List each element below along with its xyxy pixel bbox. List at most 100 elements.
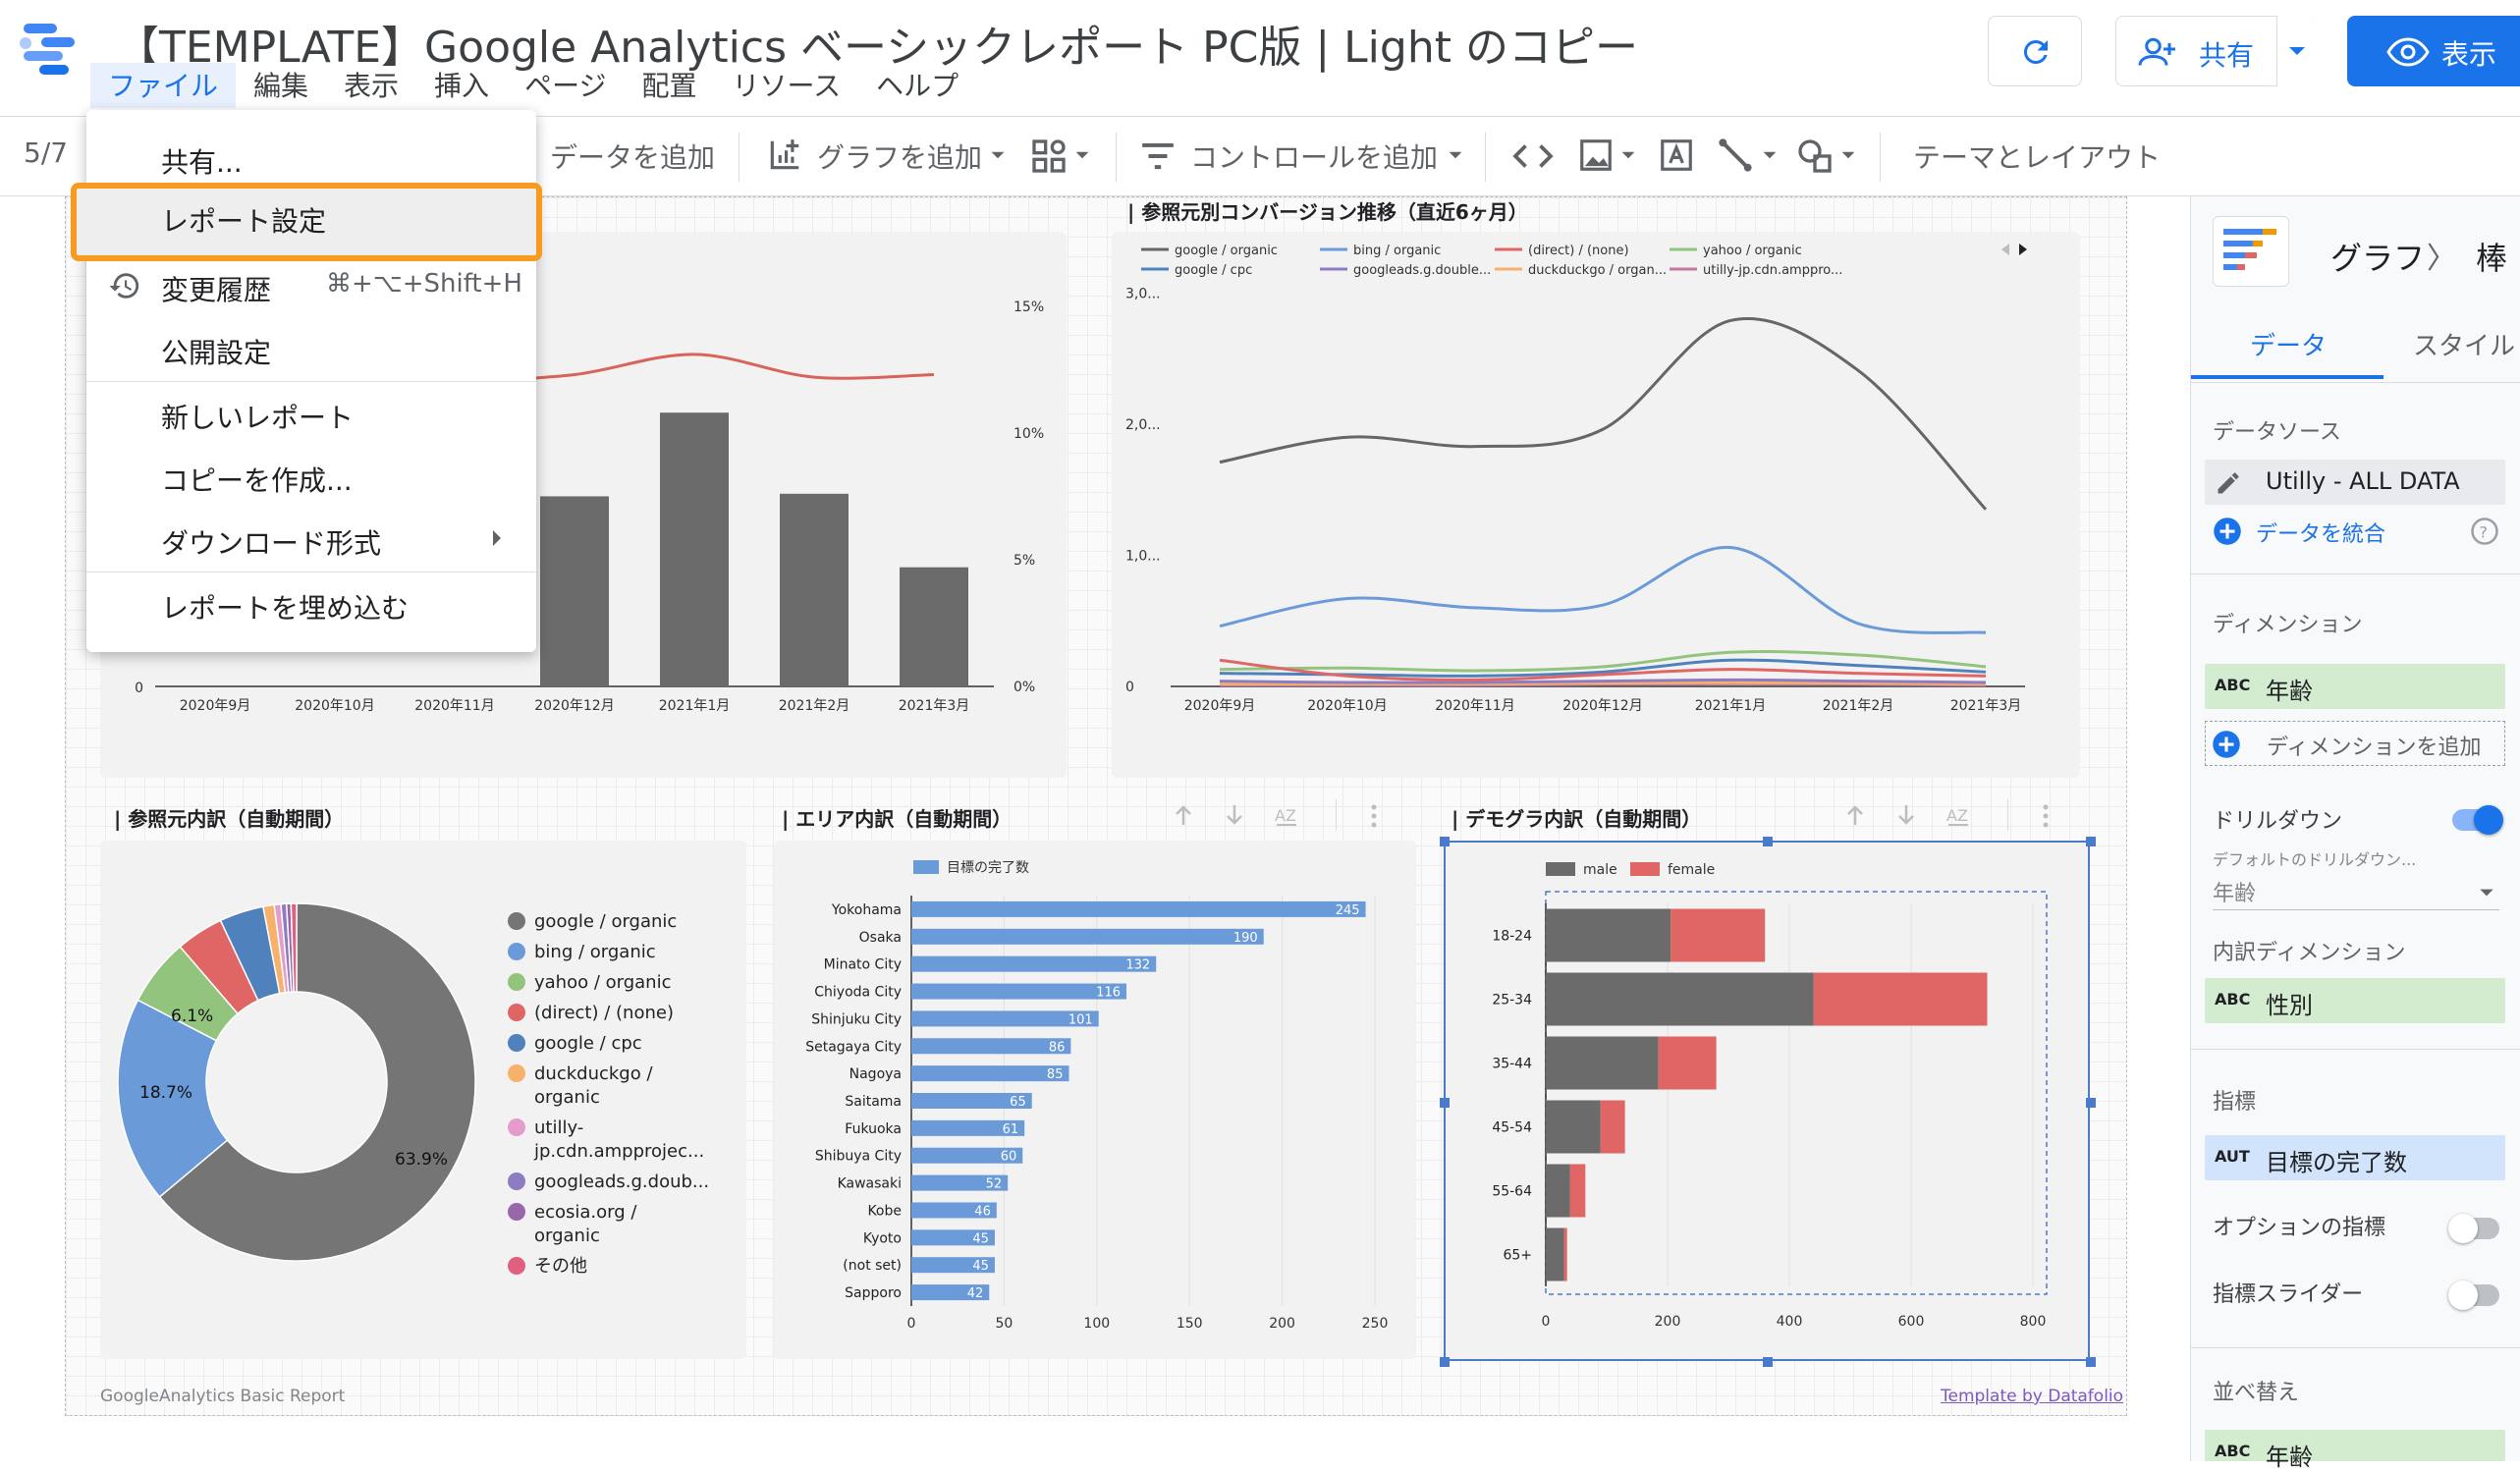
- data-label: 116: [1096, 986, 1121, 1001]
- footer-template-link[interactable]: Template by Datafolio: [1941, 1387, 2124, 1406]
- looker-studio-logo-icon[interactable]: [18, 22, 81, 81]
- page-indicator[interactable]: 5/7: [24, 136, 69, 169]
- sort-ascending-icon[interactable]: [1844, 803, 1866, 827]
- legend-label-line: utilly-: [534, 1118, 583, 1138]
- menu-item-make-copy[interactable]: コピーを作成...: [86, 446, 536, 505]
- add-dimension-button[interactable]: ディメンションを追加: [2205, 721, 2505, 766]
- sort-descending-icon[interactable]: [1895, 803, 1917, 827]
- menu-page[interactable]: ページ: [524, 70, 607, 102]
- share-dropdown-button[interactable]: [2276, 16, 2316, 86]
- selection-handle[interactable]: [2086, 837, 2096, 846]
- tab-data[interactable]: データ: [2191, 314, 2383, 379]
- demographic-bar-chart[interactable]: male female 0 200 400 600 800 18-24 25-34 35-44 45…: [1444, 841, 2090, 1359]
- menu-resource[interactable]: リソース: [732, 70, 842, 102]
- selection-handle[interactable]: [2086, 1357, 2096, 1367]
- sort-descending-icon[interactable]: [1224, 803, 1245, 827]
- shape-icon[interactable]: [1795, 136, 1835, 176]
- bar-chart-icon: [2223, 229, 2276, 270]
- menu-item-new-report[interactable]: 新しいレポート: [86, 383, 536, 442]
- sort-az-icon[interactable]: AZ: [1945, 801, 1972, 829]
- data-label: 42: [967, 1286, 984, 1301]
- caret-down-icon: [991, 151, 1005, 159]
- legend-label: yahoo / organic: [534, 972, 671, 993]
- more-vert-icon[interactable]: [2041, 803, 2051, 829]
- legend-swatch: [1630, 862, 1660, 876]
- selection-handle[interactable]: [1763, 837, 1773, 846]
- submenu-arrow-icon: [493, 530, 501, 546]
- breakdown-chip[interactable]: ABC 性別: [2205, 978, 2505, 1023]
- breadcrumb-separator: 〉: [2427, 242, 2456, 276]
- selection-handle[interactable]: [1440, 1098, 1450, 1108]
- sort-az-icon[interactable]: AZ: [1273, 801, 1300, 829]
- refresh-button[interactable]: [1988, 16, 2082, 86]
- sort-chip[interactable]: ABC 年齢: [2205, 1430, 2505, 1471]
- add-control-button[interactable]: コントロールを追加: [1190, 141, 1439, 174]
- legend-label-line: google / organic: [534, 911, 677, 932]
- drilldown-toggle[interactable]: [2452, 805, 2503, 835]
- theme-layout-button[interactable]: テーマとレイアウト: [1913, 141, 2162, 174]
- menu-item-embed[interactable]: レポートを埋め込む: [86, 573, 536, 632]
- menu-arrange[interactable]: 配置: [641, 70, 697, 102]
- series-line: [1219, 650, 1987, 673]
- report-title[interactable]: 【TEMPLATE】Google Analytics ベーシックレポート PC版…: [116, 23, 1638, 73]
- y-right-tick-label: 10%: [1013, 426, 1044, 442]
- breadcrumb-chart[interactable]: グラフ: [2330, 240, 2426, 277]
- code-embed-icon[interactable]: [1512, 140, 1554, 172]
- optional-metrics-toggle[interactable]: [2448, 1214, 2499, 1243]
- data-label: 190: [1233, 931, 1258, 946]
- metric-chip[interactable]: AUT 目標の完了数: [2205, 1135, 2505, 1180]
- bar: [540, 496, 609, 686]
- menu-file[interactable]: ファイル: [90, 63, 237, 108]
- more-vert-icon[interactable]: [1369, 803, 1379, 829]
- selection-handle[interactable]: [2086, 1098, 2096, 1108]
- selection-handle[interactable]: [1763, 1357, 1773, 1367]
- selection-handle[interactable]: [1440, 1357, 1450, 1367]
- image-icon[interactable]: [1577, 136, 1615, 174]
- line-tool-icon[interactable]: [1717, 136, 1754, 174]
- sort-ascending-icon[interactable]: [1173, 803, 1194, 827]
- legend-prev-icon: [2001, 244, 2009, 255]
- legend-label: bing / organic: [534, 942, 656, 962]
- legend-label: ecosia.org / organic: [534, 1202, 637, 1246]
- data-source-title: データソース: [2213, 420, 2341, 445]
- y-tick-label: Kawasaki: [838, 1176, 902, 1192]
- caret-down-icon[interactable]: [2478, 888, 2495, 898]
- menu-view[interactable]: 表示: [344, 70, 400, 102]
- menu-item-publish[interactable]: 公開設定: [86, 318, 536, 377]
- menu-item-download[interactable]: ダウンロード形式: [86, 509, 536, 568]
- menu-item-label: 共有...: [161, 146, 243, 179]
- chart-type-thumbnail[interactable]: [2213, 216, 2289, 287]
- menu-item-history[interactable]: 変更履歴 ⌘+⌥+Shift+H: [86, 255, 536, 314]
- menu-edit[interactable]: 編集: [253, 70, 309, 102]
- area-bar-chart[interactable]: 目標の完了数 0 50 100 150 200 250 Yokohama 245 Osaka 190…: [774, 841, 1416, 1359]
- tab-style[interactable]: スタイル: [2383, 314, 2520, 379]
- breadcrumb-chart-type[interactable]: 棒: [2476, 240, 2508, 277]
- dimension-chip[interactable]: ABC 年齢: [2205, 664, 2505, 709]
- line-chart[interactable]: google / organic bing / organic (direct) /…: [1112, 232, 2080, 778]
- text-box-icon[interactable]: [1658, 136, 1695, 174]
- y-tick-label: 65+: [1503, 1248, 1532, 1264]
- filter-icon[interactable]: [1139, 140, 1177, 172]
- donut-chart[interactable]: 63.9% 18.7% 6.1% google / organic bing / org…: [100, 841, 746, 1359]
- y-right-tick-label: 0%: [1013, 680, 1035, 695]
- area-chart-panel[interactable]: [774, 841, 1416, 1359]
- add-data-button[interactable]: データを追加: [550, 141, 716, 174]
- combo-chart[interactable]: 0 15% 10% 5% 0% 2020年9月 2020年10月 2020年11月 2020年1…: [100, 232, 1067, 778]
- default-drilldown-select[interactable]: 年齢: [2213, 882, 2257, 906]
- menu-help[interactable]: ヘルプ: [876, 70, 959, 102]
- community-viz-icon[interactable]: [1029, 136, 1068, 176]
- bar: [911, 1284, 990, 1301]
- metric-slider-toggle[interactable]: [2448, 1281, 2499, 1310]
- selection-handle[interactable]: [1440, 837, 1450, 846]
- add-chart-button[interactable]: グラフを追加: [817, 141, 983, 174]
- add-chart-icon[interactable]: [766, 136, 803, 174]
- menu-insert[interactable]: 挿入: [434, 70, 490, 102]
- menu-item-report-settings[interactable]: レポート設定: [71, 183, 542, 261]
- data-source-chip[interactable]: Utilly - ALL DATA: [2205, 460, 2505, 505]
- x-tick-label: 250: [1362, 1316, 1389, 1332]
- view-button[interactable]: 表示: [2347, 16, 2520, 86]
- blend-data-link[interactable]: データを統合: [2256, 522, 2386, 547]
- menu-item-share[interactable]: 共有...: [86, 128, 536, 187]
- add-circle-icon[interactable]: [2213, 517, 2242, 546]
- help-icon[interactable]: ?: [2470, 517, 2499, 546]
